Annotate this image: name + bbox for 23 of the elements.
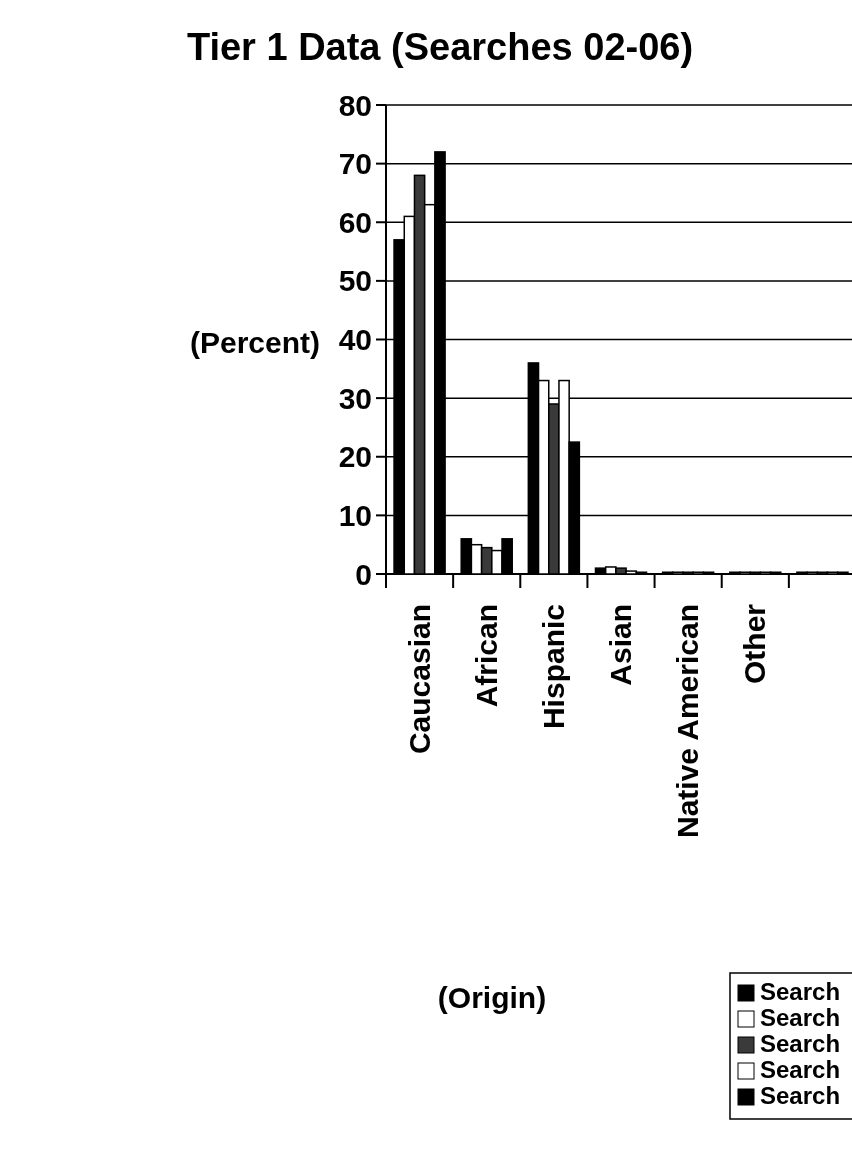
y-tick-label: 70 [338,147,372,181]
y-tick-label: 0 [355,557,372,591]
y-axis-title: (Percent) [189,326,320,359]
legend-label: Search [760,1030,841,1057]
x-tick-label: Asian [604,604,637,686]
legend-label: Search [760,1082,841,1109]
y-tick-label: 80 [338,88,372,122]
legend-label: Search [760,978,841,1005]
x-tick-label: Hispanic [536,604,570,730]
x-axis-title: (Origin) [437,981,547,1014]
y-tick-label: 60 [338,205,372,239]
y-tick-label: 50 [338,264,372,298]
legend-label: Search [760,1004,841,1031]
x-tick-label: Other [738,603,772,685]
legend-label: Search [760,1056,841,1083]
y-tick-label: 40 [338,323,372,356]
chart-title: Tier 1 Data (Searches 02-06) [186,26,694,68]
x-tick-label: Native American [671,604,705,838]
y-tick-label: 10 [338,498,372,532]
y-tick-label: 30 [338,381,372,415]
x-tick-label: Caucasian [402,604,436,755]
x-tick-label: African [469,604,503,708]
y-tick-label: 20 [338,440,372,474]
